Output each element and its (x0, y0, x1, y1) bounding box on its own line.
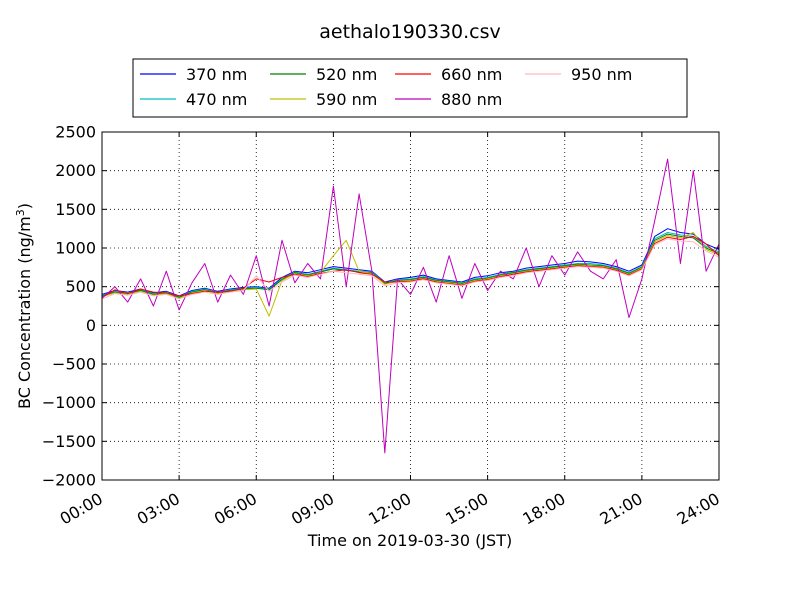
legend-label: 880 nm (441, 90, 502, 109)
y-axis-title-text: BC Concentration (ng/m (15, 216, 34, 409)
x-tick-label: 21:00 (596, 489, 645, 529)
x-tick-label: 18:00 (519, 489, 568, 529)
series-line-520-nm (101, 233, 720, 298)
legend-item: 880 nm (395, 90, 502, 109)
legend-item: 470 nm (140, 90, 247, 109)
series-line-590-nm (101, 232, 720, 317)
y-tick-label: −1000 (42, 393, 96, 412)
legend-label: 470 nm (186, 90, 247, 109)
legend-label: 520 nm (316, 65, 377, 84)
y-tick-labels: 2500 2000 1500 1000 500 0 −500 −1000 −1500 −2000 (42, 123, 96, 490)
x-tick-label: 03:00 (134, 489, 183, 529)
legend-item: 590 nm (270, 90, 377, 109)
y-axis-title-unit-superscript: 3 (14, 209, 27, 216)
y-axis-title: BC Concentration (ng/m3) (14, 203, 34, 409)
x-tick-labels: 00:00 03:00 06:00 09:00 12:00 15:00 18:00 21:00… (57, 489, 723, 529)
chart-title: aethalo190330.csv (319, 21, 501, 43)
x-tick-label: 12:00 (365, 489, 414, 529)
series-line-660-nm (101, 235, 720, 298)
series-lines (101, 158, 720, 454)
x-tick-label: 00:00 (57, 489, 106, 529)
legend-label: 370 nm (186, 65, 247, 84)
y-tick-label: 1500 (55, 200, 96, 219)
x-tick-label: 06:00 (211, 489, 260, 529)
series-line-950-nm (101, 238, 720, 300)
x-tick-label: 15:00 (442, 489, 491, 529)
y-tick-label: −500 (52, 355, 96, 374)
y-tick-label: −1500 (42, 432, 96, 451)
legend-item: 520 nm (270, 65, 377, 84)
y-tick-label: 500 (65, 277, 96, 296)
y-tick-label: 2500 (55, 123, 96, 142)
x-tick-label: 09:00 (288, 489, 337, 529)
legend-frame (132, 58, 688, 118)
x-axis-title: Time on 2019-03-30 (JST) (307, 531, 512, 550)
y-tick-label: 1000 (55, 239, 96, 258)
y-axis-title-close: ) (15, 203, 34, 209)
y-tick-label: −2000 (42, 471, 96, 490)
series-line-370-nm (101, 228, 720, 297)
series-line-880-nm (101, 158, 720, 454)
ticks (101, 131, 720, 481)
legend-label: 660 nm (441, 65, 502, 84)
legend-item: 370 nm (140, 65, 247, 84)
legend-label: 590 nm (316, 90, 377, 109)
legend-item: 950 nm (525, 65, 632, 84)
y-tick-label: 2000 (55, 161, 96, 180)
series-line-470-nm (101, 232, 720, 298)
legend-label: 950 nm (571, 65, 632, 84)
plot-area (102, 132, 719, 480)
legend: 370 nm 470 nm 520 nm 590 nm 660 nm 880 nm 950 … (132, 58, 688, 118)
y-tick-label: 0 (86, 316, 96, 335)
legend-item: 660 nm (395, 65, 502, 84)
x-tick-label: 24:00 (674, 489, 723, 529)
